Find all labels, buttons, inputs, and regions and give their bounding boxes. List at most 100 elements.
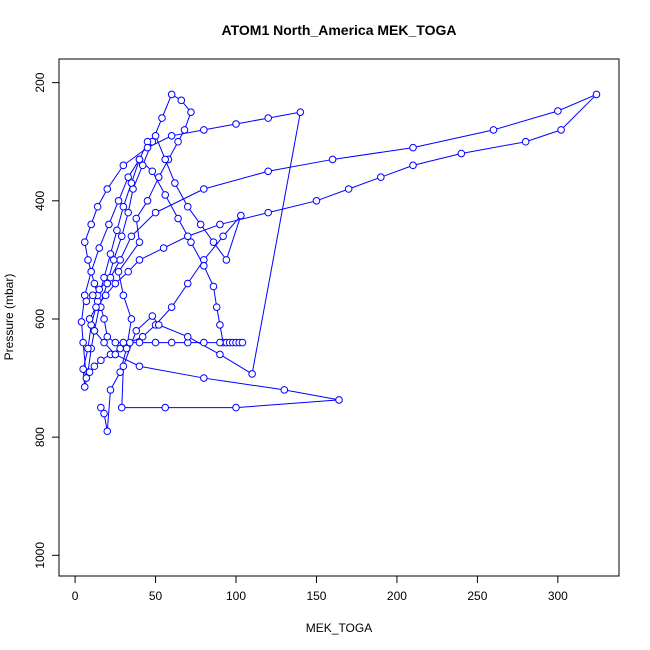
series-segment bbox=[203, 170, 269, 190]
series-segment bbox=[235, 117, 269, 125]
x-tick-label: 200 bbox=[387, 589, 407, 603]
data-point bbox=[154, 173, 163, 181]
data-point bbox=[159, 244, 168, 252]
data-point bbox=[85, 315, 94, 323]
data-point bbox=[90, 326, 99, 335]
data-point bbox=[216, 220, 224, 229]
series-segment bbox=[147, 176, 160, 202]
series-segment bbox=[412, 153, 462, 166]
data-point bbox=[457, 149, 466, 158]
data-point bbox=[116, 344, 124, 353]
data-point bbox=[200, 374, 208, 382]
plot-frame bbox=[58, 58, 620, 577]
series-segment bbox=[103, 253, 111, 278]
series-segment bbox=[110, 230, 118, 255]
x-tick-label: 0 bbox=[72, 589, 79, 603]
x-tick-label: 300 bbox=[548, 589, 568, 603]
data-point bbox=[161, 403, 170, 412]
series-segment bbox=[203, 377, 285, 391]
series-segment bbox=[108, 200, 120, 225]
data-point bbox=[116, 368, 124, 376]
data-point bbox=[132, 326, 141, 335]
data-point bbox=[232, 120, 240, 128]
data-point bbox=[151, 338, 160, 347]
data-point bbox=[280, 386, 289, 394]
data-point bbox=[119, 161, 128, 170]
series-segment bbox=[118, 271, 124, 296]
data-point bbox=[209, 238, 218, 246]
data-point bbox=[161, 191, 170, 199]
x-tick-label: 150 bbox=[306, 589, 326, 603]
data-point bbox=[97, 403, 105, 412]
data-point bbox=[180, 126, 189, 134]
data-point bbox=[174, 214, 182, 223]
series-segment bbox=[155, 135, 166, 160]
series-segment bbox=[113, 236, 123, 261]
data-point bbox=[135, 155, 144, 164]
data-point bbox=[100, 315, 108, 323]
data-point bbox=[171, 179, 179, 187]
series-layer bbox=[77, 90, 601, 436]
data-point bbox=[111, 279, 120, 288]
data-point bbox=[328, 155, 337, 164]
data-point bbox=[183, 202, 192, 211]
data-point bbox=[114, 197, 123, 205]
series-segment bbox=[123, 147, 148, 166]
series-segment bbox=[155, 188, 205, 214]
x-axis: 0 50 100 150 200 250 300 bbox=[72, 576, 568, 603]
data-point bbox=[124, 173, 132, 181]
data-point bbox=[216, 350, 224, 359]
series-segment bbox=[171, 129, 204, 137]
data-point bbox=[100, 338, 108, 347]
data-point bbox=[84, 256, 92, 264]
series-segment bbox=[87, 324, 92, 349]
data-point bbox=[124, 208, 132, 217]
y-tick-label: 400 bbox=[33, 190, 47, 210]
series-segment bbox=[164, 159, 176, 184]
data-point bbox=[111, 350, 120, 359]
data-point bbox=[409, 161, 417, 170]
data-point bbox=[97, 356, 105, 365]
data-point bbox=[592, 90, 601, 99]
y-tick-label: 600 bbox=[33, 309, 47, 329]
data-point bbox=[216, 338, 224, 347]
series-segment bbox=[98, 224, 110, 249]
data-point bbox=[557, 126, 565, 134]
data-point bbox=[119, 291, 128, 300]
data-point bbox=[103, 427, 112, 436]
data-point bbox=[183, 232, 192, 241]
data-point bbox=[79, 338, 87, 347]
y-tick-label: 1000 bbox=[33, 542, 47, 569]
series-segment bbox=[84, 271, 92, 296]
series-segment bbox=[380, 164, 414, 178]
series-segment bbox=[147, 135, 172, 149]
series-segment bbox=[115, 353, 140, 367]
y-axis-label: Pressure (mbar) bbox=[2, 274, 16, 361]
data-point bbox=[106, 273, 115, 282]
data-point bbox=[90, 362, 99, 371]
series-segment bbox=[203, 235, 224, 261]
series-segment bbox=[316, 188, 349, 202]
data-point bbox=[174, 137, 182, 146]
data-point bbox=[127, 232, 136, 241]
series-segment bbox=[130, 159, 140, 184]
data-point bbox=[93, 202, 102, 211]
series-segment bbox=[235, 399, 340, 409]
data-point bbox=[80, 383, 89, 391]
data-point bbox=[335, 396, 343, 404]
data-point bbox=[126, 338, 134, 347]
data-point bbox=[82, 374, 91, 382]
series-segment bbox=[164, 194, 179, 219]
series-segment bbox=[332, 147, 414, 160]
data-point bbox=[296, 108, 305, 116]
data-point bbox=[119, 362, 128, 371]
data-point bbox=[117, 403, 126, 412]
data-point bbox=[103, 279, 112, 288]
data-point bbox=[151, 208, 160, 217]
series-segment bbox=[106, 389, 111, 432]
data-point bbox=[95, 244, 104, 252]
data-point bbox=[114, 267, 123, 276]
data-point bbox=[200, 185, 208, 193]
series-segment bbox=[348, 176, 382, 190]
data-point bbox=[554, 107, 562, 115]
